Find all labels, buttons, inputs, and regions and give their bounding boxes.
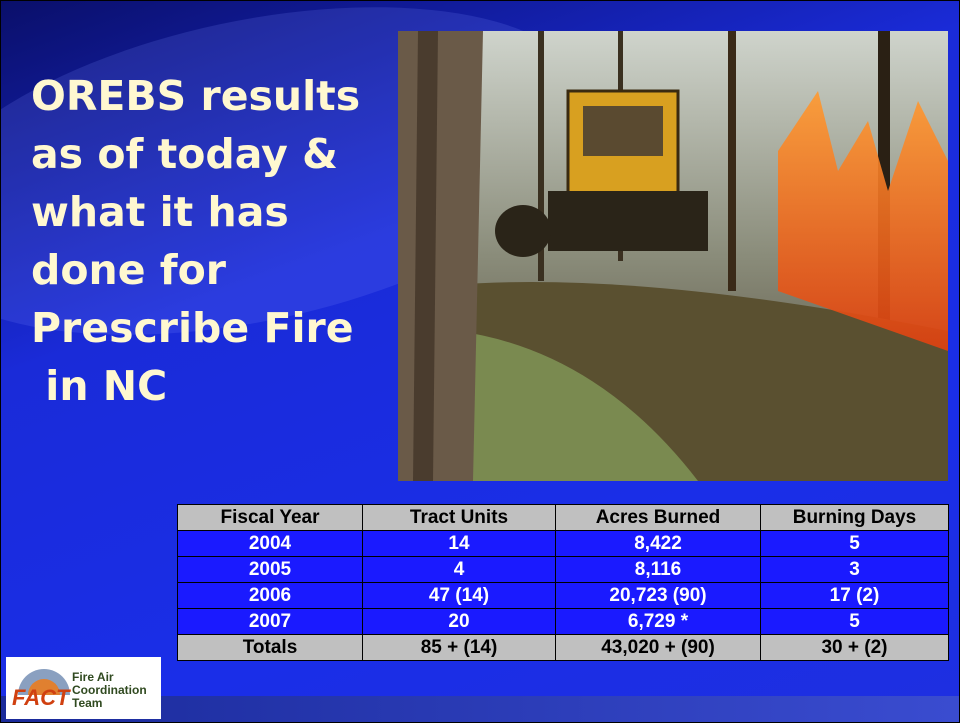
table-cell: 4 — [363, 557, 556, 583]
table-cell: 14 — [363, 531, 556, 557]
table-cell: 85 + (14) — [363, 635, 556, 661]
logo-mark: FACT — [12, 685, 69, 711]
logo-text: Team — [72, 697, 102, 709]
title-line: done for — [31, 241, 360, 299]
table-cell: 20,723 (90) — [556, 583, 761, 609]
table-cell: Tract Units — [363, 505, 556, 531]
table-cell: 43,020 + (90) — [556, 635, 761, 661]
table-cell: 3 — [761, 557, 949, 583]
table-cell: 30 + (2) — [761, 635, 949, 661]
photo — [398, 31, 948, 481]
table-cell: 47 (14) — [363, 583, 556, 609]
title-line: Prescribe Fire — [31, 299, 360, 357]
table-cell: 2006 — [178, 583, 363, 609]
table-cell: 2004 — [178, 531, 363, 557]
table-cell: Acres Burned — [556, 505, 761, 531]
logo-text: Fire Air — [72, 671, 114, 683]
table-cell: 20 — [363, 609, 556, 635]
table-cell: 8,116 — [556, 557, 761, 583]
table-cell: Totals — [178, 635, 363, 661]
table-cell: 6,729 * — [556, 609, 761, 635]
table-cell: Burning Days — [761, 505, 949, 531]
table-cell: 5 — [761, 609, 949, 635]
slide: OREBS resultsas of today &what it hasdon… — [0, 0, 960, 723]
table-cell: Fiscal Year — [178, 505, 363, 531]
table-cell: 17 (2) — [761, 583, 949, 609]
table-cell: 2007 — [178, 609, 363, 635]
table-cell: 2005 — [178, 557, 363, 583]
title-line: as of today & — [31, 125, 360, 183]
title-line: OREBS results — [31, 67, 360, 125]
table-cell: 8,422 — [556, 531, 761, 557]
title-line: in NC — [31, 357, 360, 415]
table-cell: 5 — [761, 531, 949, 557]
logo-text: Coordination — [72, 684, 147, 696]
title-line: what it has — [31, 183, 360, 241]
